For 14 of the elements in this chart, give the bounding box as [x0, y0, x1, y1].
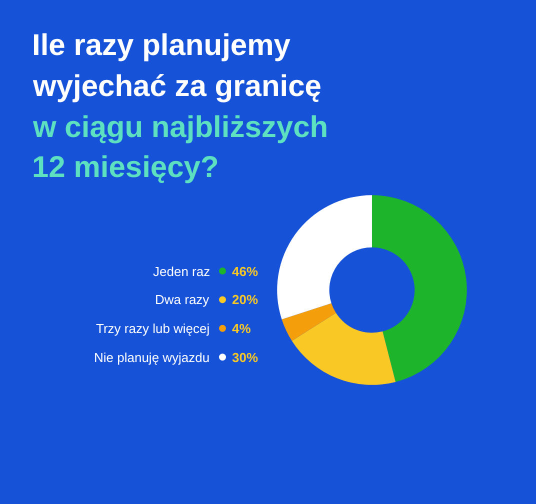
- legend-label: Dwa razy: [155, 292, 210, 307]
- donut-slice: [282, 303, 336, 341]
- data-label: 46%: [232, 264, 258, 279]
- donut-slice: [372, 195, 467, 382]
- legend-label: Trzy razy lub więcej: [96, 321, 210, 336]
- data-label: 4%: [232, 321, 252, 336]
- chart-subtitle: w ciągu najbliższych 12 miesięcy?: [32, 111, 328, 184]
- donut-slice: [292, 312, 396, 385]
- legend-label: Nie planuję wyjazdu: [94, 350, 210, 365]
- chart-title: Ile razy planujemy wyjechać za granicę: [32, 29, 322, 103]
- data-label: 30%: [232, 350, 258, 365]
- legend-label: Jeden raz: [153, 264, 210, 279]
- donut-slice: [277, 195, 372, 320]
- data-label: 20%: [232, 292, 258, 307]
